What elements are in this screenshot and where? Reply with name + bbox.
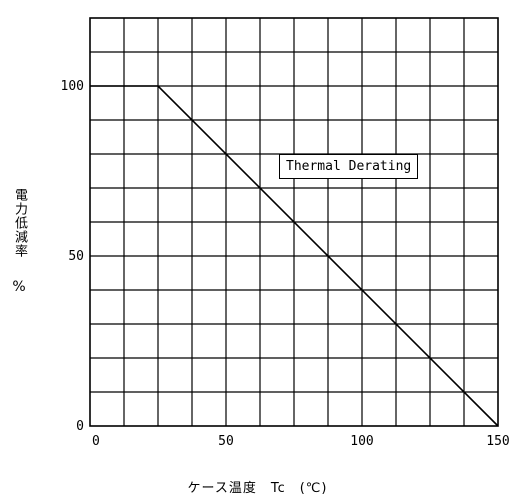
x-tick-label: 50 (218, 434, 234, 449)
x-tick-label: 150 (486, 434, 509, 449)
y-tick-label: 100 (61, 79, 84, 94)
tick-labels: 0 50 100 150 0 50 100 (61, 79, 510, 449)
x-axis-label: ケース温度 Tc (℃) (187, 481, 328, 496)
x-tick-label: 100 (350, 434, 373, 449)
x-tick-label: 0 (92, 434, 100, 449)
y-axis-title: 電力低減率 (12, 188, 27, 258)
grid-lines (90, 18, 498, 426)
y-axis-label: 電力低減率 % (8, 188, 30, 296)
derating-line (90, 85, 499, 427)
y-axis-unit: % (12, 279, 26, 295)
y-tick-label: 0 (76, 419, 84, 434)
plot-frame (89, 17, 499, 427)
y-tick-label: 50 (68, 249, 84, 264)
thermal-derating-annotation: Thermal Derating (279, 154, 419, 179)
